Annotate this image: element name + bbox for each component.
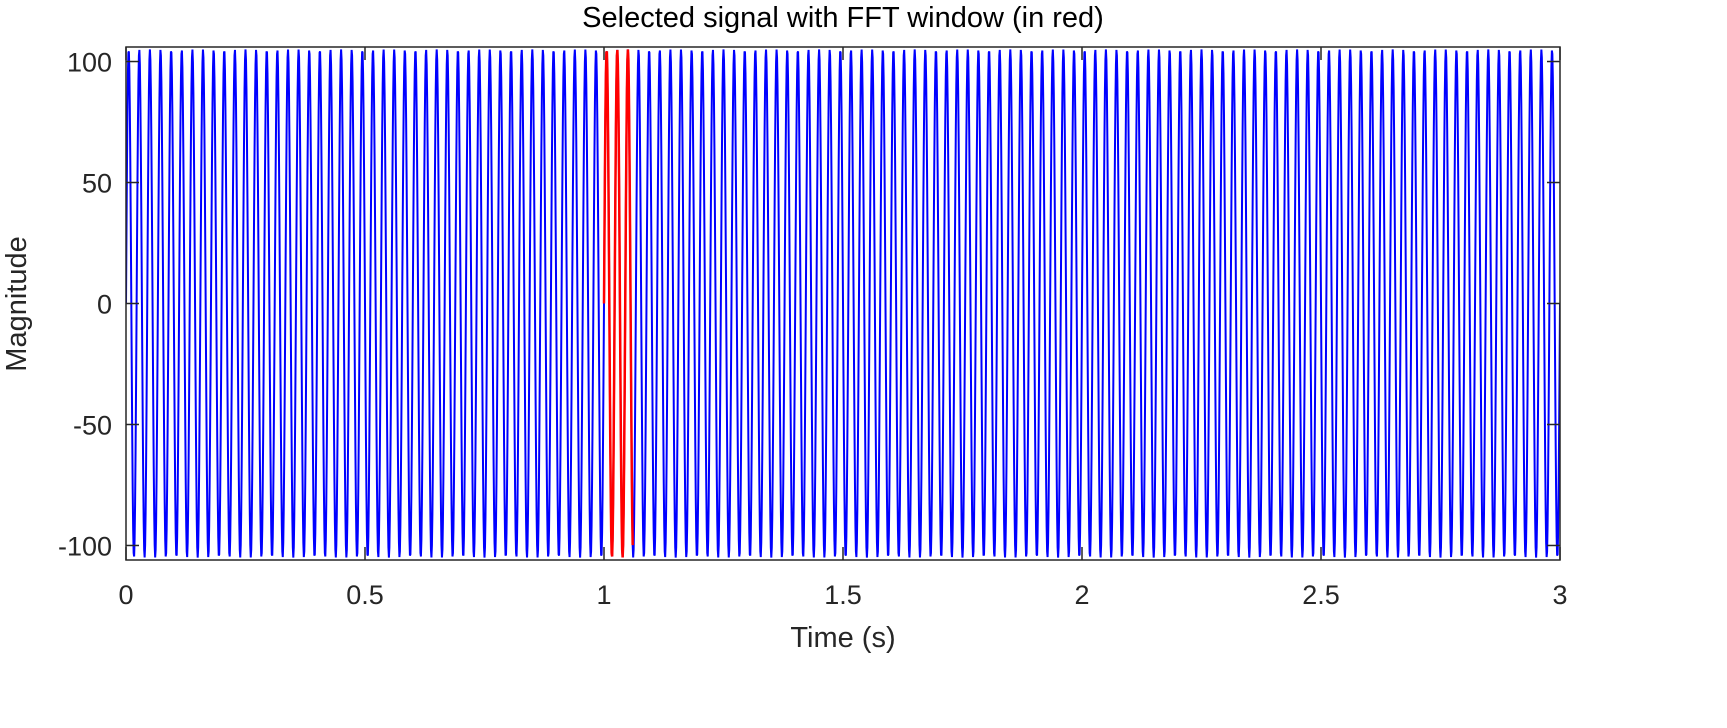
x-axis-label: Time (s) xyxy=(790,622,895,654)
chart-title: Selected signal with FFT window (in red) xyxy=(582,2,1104,34)
fft-window-line xyxy=(602,49,634,558)
x-tick-label: 1.5 xyxy=(824,580,862,610)
y-tick-label: 100 xyxy=(67,48,112,78)
plot-area xyxy=(125,46,1561,561)
x-tick-label: 1 xyxy=(596,580,611,610)
x-tick-label: 0.5 xyxy=(346,580,384,610)
y-tick-label: 50 xyxy=(82,169,112,199)
y-tick-label: 0 xyxy=(97,290,112,320)
signal-line xyxy=(126,49,1560,558)
y-tick-label: -100 xyxy=(58,531,112,561)
x-tick-label: 0 xyxy=(118,580,133,610)
x-tick-label: 2.5 xyxy=(1302,580,1340,610)
x-tick-label: 2 xyxy=(1074,580,1089,610)
axis-ticks: 0 0.5 1 1.5 2 2.5 3 -100 -50 0 50 100 xyxy=(58,47,1568,610)
y-tick-label: -50 xyxy=(73,410,112,440)
y-axis-label: Magnitude xyxy=(1,236,33,371)
x-tick-label: 3 xyxy=(1552,580,1567,610)
